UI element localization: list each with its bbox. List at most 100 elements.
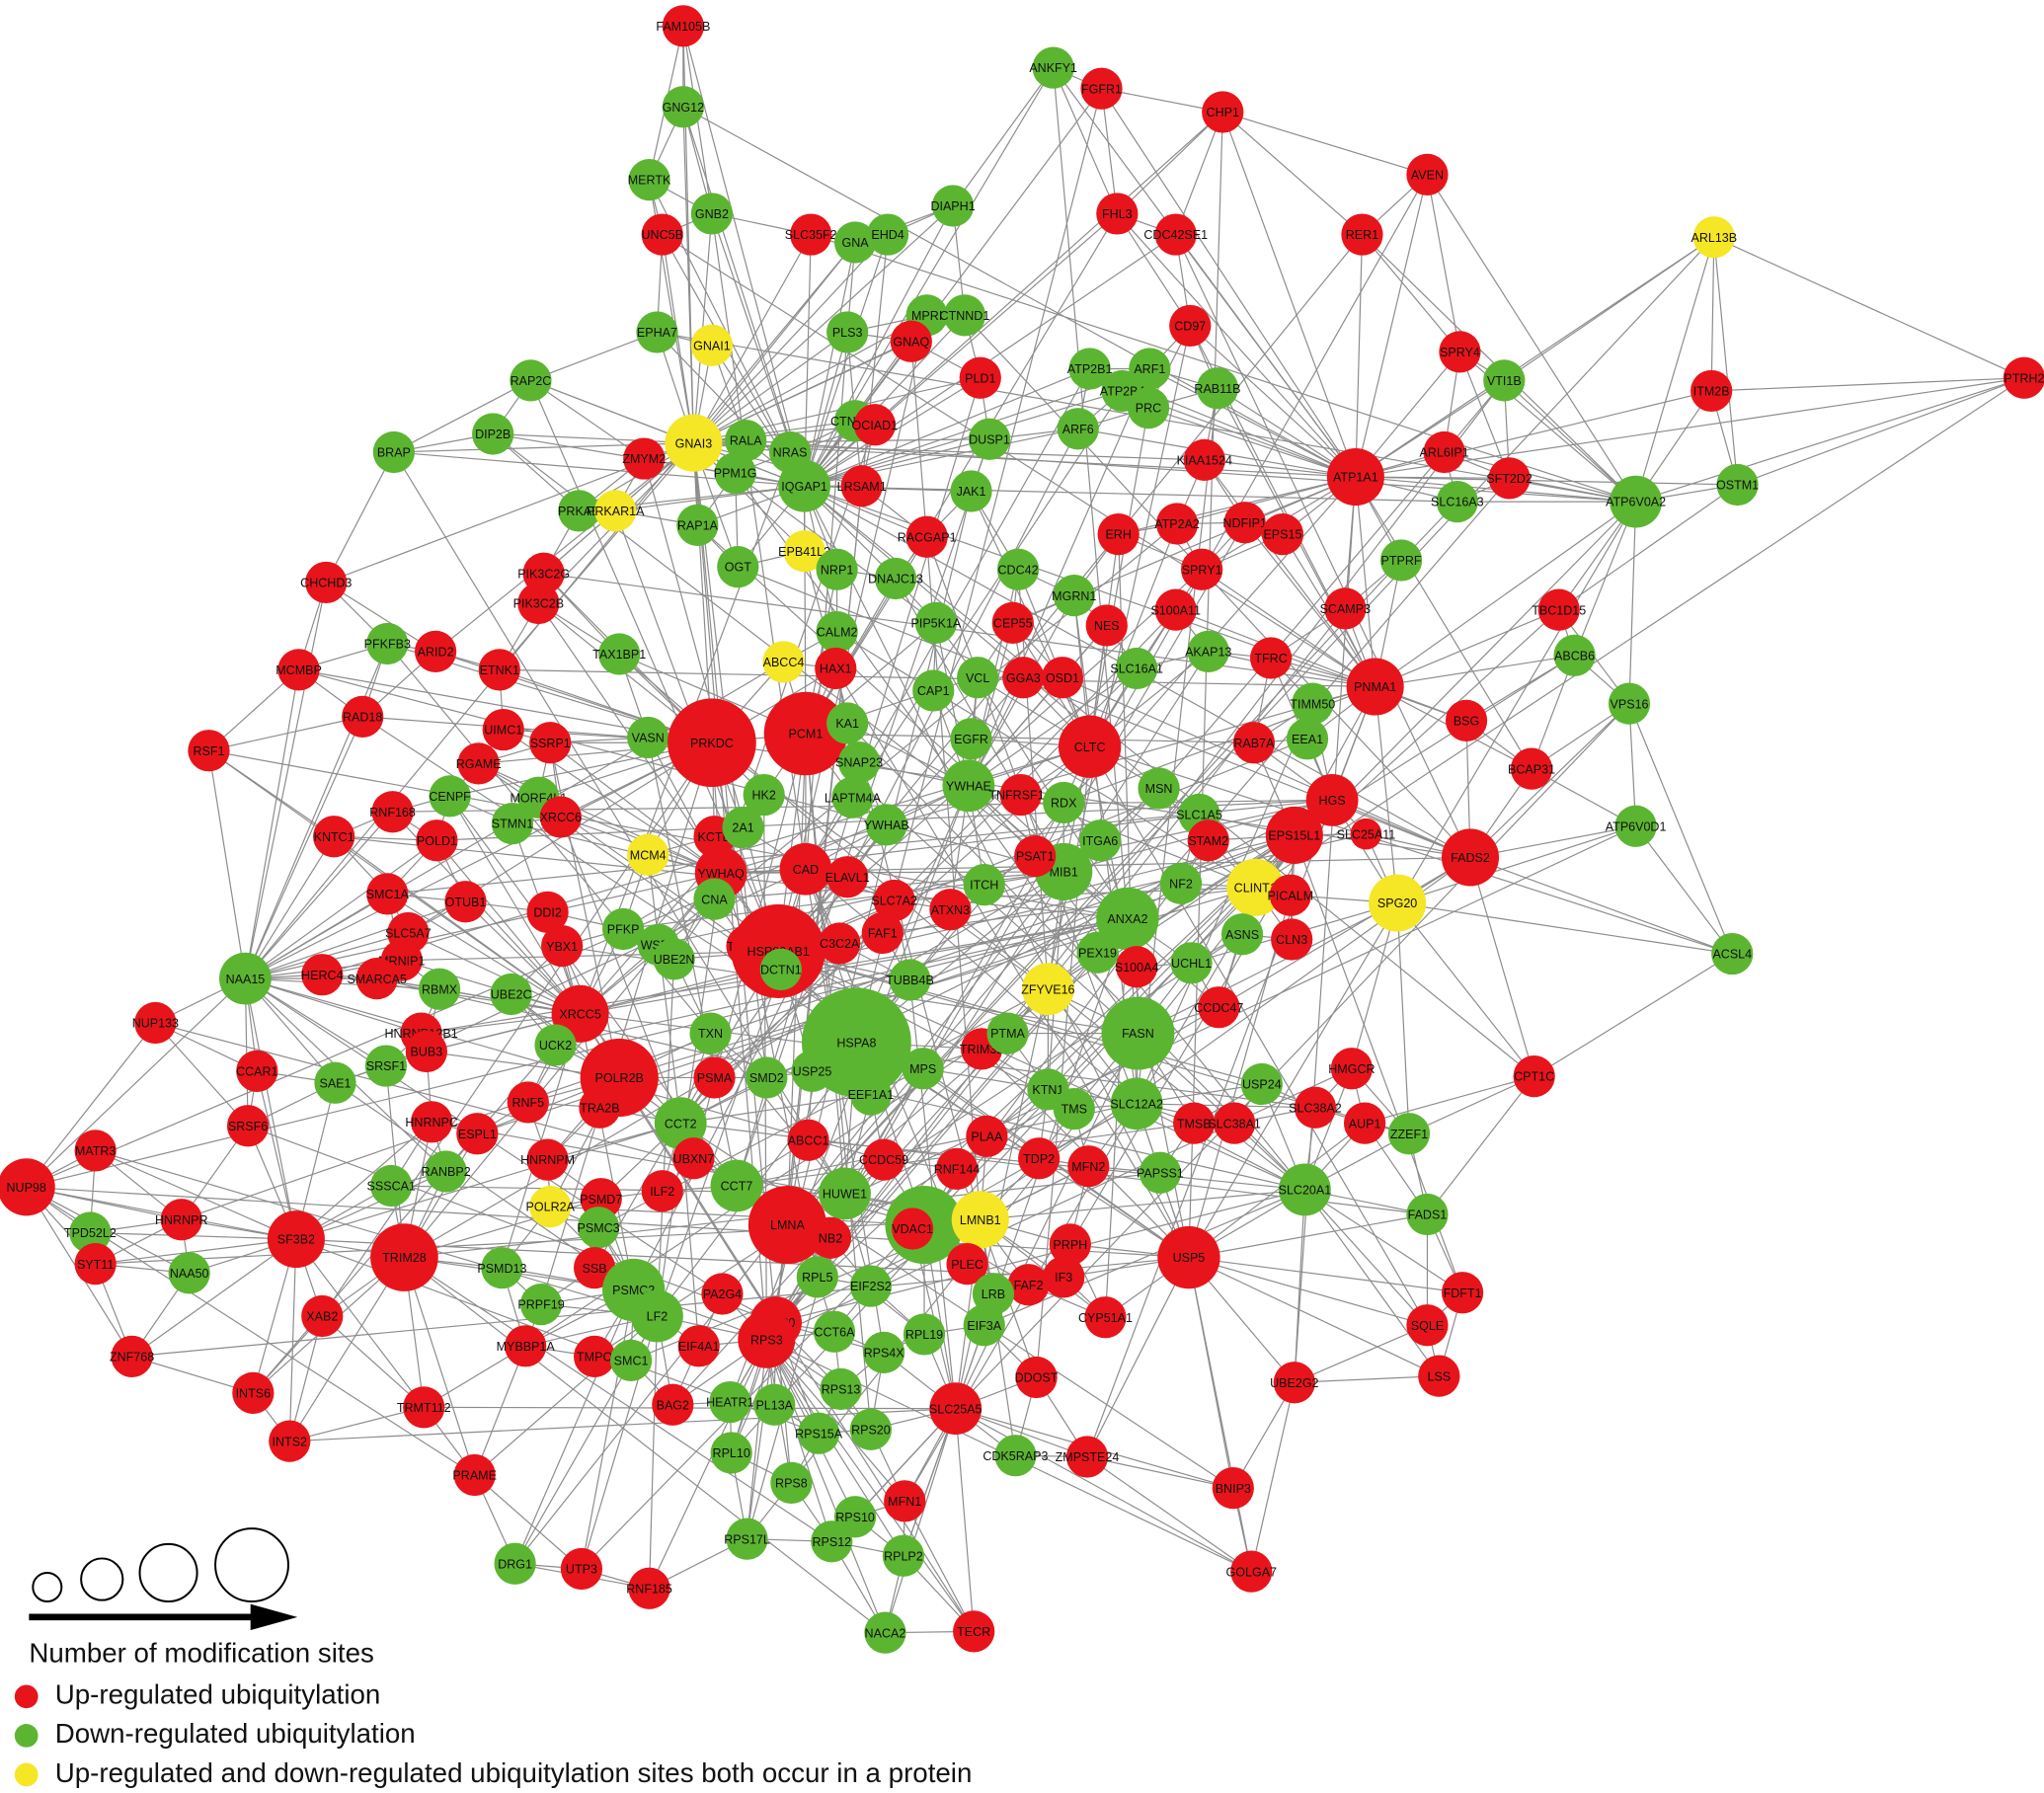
node-label: 2A1 [732, 821, 753, 835]
node-label: UCHL1 [1171, 957, 1212, 971]
node: SYT11 [74, 1243, 117, 1286]
node-label: TRA2B [580, 1101, 619, 1115]
node-circle [763, 691, 848, 776]
node: XRCC6 [540, 796, 582, 838]
node-circle [481, 1247, 523, 1289]
node-label: EIF3A [967, 1319, 1001, 1333]
node-circle [232, 1371, 275, 1414]
node-label: SNAP23 [835, 756, 883, 770]
node-circle [779, 842, 832, 896]
node: FADS2 [1441, 828, 1500, 887]
edge [289, 1408, 956, 1442]
node: TECR [953, 1610, 995, 1653]
node: SLC35F2 [785, 213, 837, 256]
node: KNTC1 [313, 816, 355, 858]
node-circle [628, 159, 670, 201]
node: CLINT1 [1226, 858, 1285, 916]
node-circle [425, 1150, 467, 1193]
node: MFN2 [1067, 1145, 1110, 1188]
node-circle [1711, 932, 1754, 975]
edge [26, 1186, 297, 1240]
node: RPS3 [738, 1310, 796, 1368]
node-circle [314, 1061, 356, 1104]
node: STAM2 [1187, 819, 1229, 862]
node: TIMM50 [1290, 682, 1335, 725]
edge [656, 873, 722, 1317]
node-circle [1053, 575, 1095, 617]
node-circle [411, 1101, 453, 1143]
edge [289, 1406, 425, 1442]
node-circle [722, 806, 764, 849]
edge [955, 1408, 975, 1632]
node-label: RPL19 [905, 1328, 943, 1342]
edge [408, 932, 581, 1015]
edge [1175, 112, 1223, 235]
node-label: RPS20 [851, 1423, 891, 1437]
node: RPS8 [770, 1461, 813, 1505]
node: YWHAB [864, 804, 909, 846]
node-label: RANBP2 [422, 1165, 471, 1179]
node-circle [1079, 819, 1122, 862]
node-circle [809, 1216, 852, 1259]
node-label: PRPH [1053, 1238, 1087, 1252]
node: PCM1 [763, 691, 848, 776]
node: CCT6A [813, 1310, 855, 1353]
node-label: TMPO [577, 1351, 612, 1364]
node-label: ITGA6 [1082, 834, 1118, 848]
node: MCMBP [275, 649, 322, 691]
node: POLR2A [526, 1185, 576, 1228]
node-circle [1436, 480, 1478, 523]
node-label: S100A4 [1115, 961, 1159, 974]
edge [964, 314, 1471, 858]
node-circle [1154, 213, 1197, 256]
edge [1204, 459, 1376, 687]
edge [1304, 1189, 1463, 1293]
node-circle [903, 1313, 946, 1356]
edge [1503, 379, 1637, 503]
edge [1188, 1123, 1366, 1259]
node-circle [662, 86, 704, 128]
node: OSTM1 [1716, 463, 1759, 507]
node-label: ARL6IP1 [1420, 446, 1469, 460]
node-circle [1406, 153, 1449, 195]
node: EIF2S2 [849, 1265, 893, 1307]
edge [720, 685, 1376, 874]
node: NAA15 [219, 952, 272, 1005]
node-circle [747, 1185, 827, 1265]
node-label: HNRNPR [155, 1213, 208, 1227]
edge [1355, 476, 1533, 769]
node: FGFR1 [1080, 67, 1123, 110]
edge [245, 977, 440, 990]
node-label: RPS3 [750, 1333, 783, 1347]
edge [693, 332, 848, 444]
edge [682, 106, 1357, 478]
node-label: BSG [1454, 714, 1479, 728]
edge [1303, 1189, 1428, 1326]
node-circle [1230, 1550, 1273, 1593]
node: ABCC1 [787, 1119, 829, 1161]
node-label: FASN [1122, 1027, 1154, 1041]
node-circle [529, 1185, 572, 1228]
node-label: EIF4A1 [678, 1340, 720, 1354]
node-circle [1441, 1272, 1484, 1314]
node: C3C2A [819, 922, 861, 965]
node-circle [627, 716, 669, 759]
edge [1089, 745, 1428, 1326]
node-label: XRCC6 [540, 811, 582, 824]
node-circle [366, 873, 409, 915]
node-circle [1265, 806, 1323, 865]
node: PLS3 [826, 311, 869, 353]
node-label: PTPRF [1381, 554, 1422, 568]
node-circle [1271, 918, 1313, 961]
node: TRA2B [579, 1086, 621, 1129]
node: TMSB [1173, 1102, 1216, 1144]
node-label: PIP5K1A [910, 616, 961, 630]
node: XAB2 [301, 1294, 344, 1338]
node-circle [1406, 1304, 1449, 1347]
edge [1175, 234, 1357, 478]
edge [1189, 325, 1357, 478]
node-label: SCAMP3 [1320, 602, 1372, 616]
edge [1558, 484, 1738, 611]
node-label: NRP1 [821, 563, 853, 577]
